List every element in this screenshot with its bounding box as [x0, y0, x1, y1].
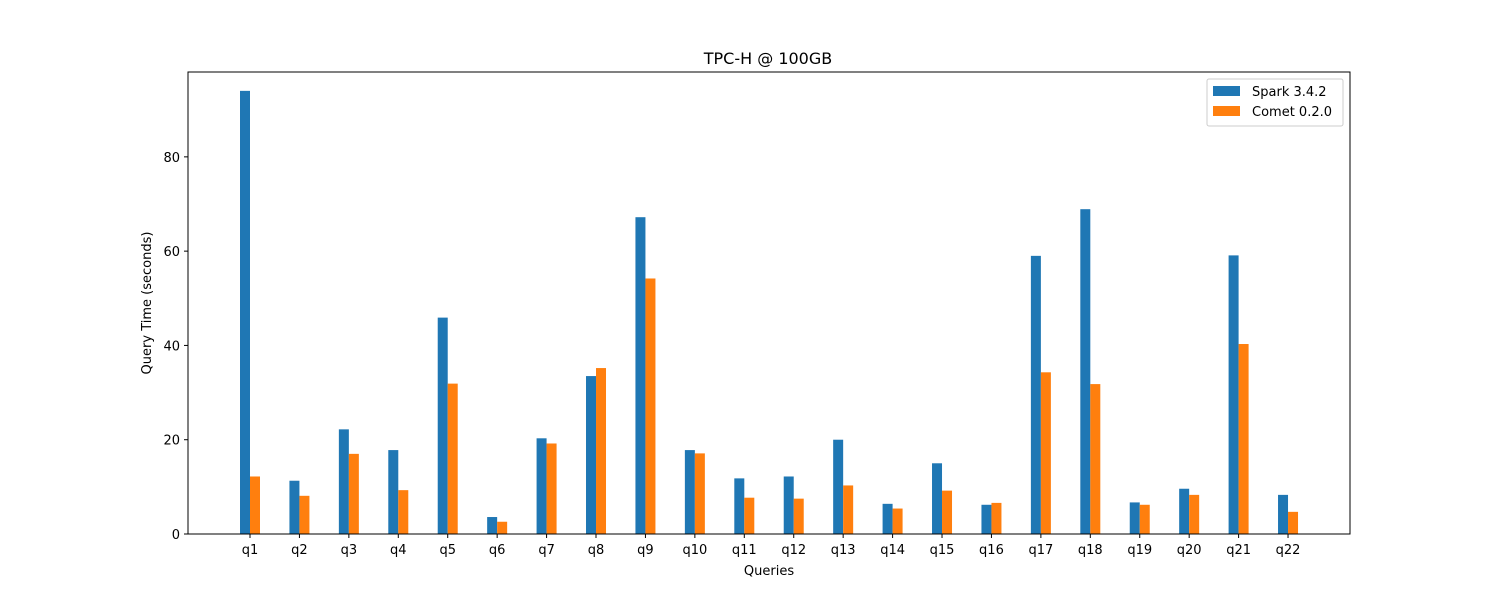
bar-spark-q20	[1179, 488, 1190, 534]
bar-comet-q15	[942, 490, 953, 534]
legend: Spark 3.4.2 Comet 0.2.0	[1206, 78, 1344, 127]
bar-spark-q22	[1278, 494, 1289, 534]
bar-spark-q18	[1080, 209, 1091, 534]
bar-comet-q6	[497, 521, 508, 534]
bar-spark-q17	[1030, 255, 1041, 534]
bar-comet-q12	[793, 498, 804, 534]
bars-group	[240, 90, 1299, 534]
x-tick-label-q15: q15	[930, 543, 955, 558]
bar-spark-q6	[487, 517, 498, 534]
x-tick-label-q10: q10	[682, 543, 707, 558]
legend-label-spark: Spark 3.4.2	[1252, 85, 1327, 100]
y-tick-label: 80	[163, 151, 180, 166]
bar-spark-q12	[783, 476, 794, 534]
bar-comet-q7	[546, 443, 557, 534]
bar-spark-q4	[388, 450, 399, 534]
bar-comet-q11	[744, 497, 755, 534]
x-tick-label-q11: q11	[732, 543, 757, 558]
y-tick-label: 0	[172, 528, 180, 543]
x-axis: q1 q2 q3 q4 q5 q6 q7 q8 q9 q10 q11 q12 q13 q14 q15 q16 q…	[242, 534, 1301, 558]
bar-comet-q1	[250, 476, 260, 534]
bar-comet-q3	[348, 453, 359, 534]
x-axis-label: Queries	[744, 564, 794, 579]
bar-spark-q19	[1129, 502, 1140, 534]
legend-box	[1206, 78, 1344, 127]
x-tick-label-q16: q16	[979, 543, 1004, 558]
x-tick-label-q1: q1	[242, 543, 259, 558]
chart-title: TPC-H @ 100GB	[703, 49, 832, 68]
y-axis: 0 20 40 60 80	[163, 151, 188, 543]
bar-spark-q16	[981, 504, 992, 534]
bar-spark-q10	[684, 450, 695, 534]
bar-comet-q17	[1040, 372, 1051, 534]
bar-comet-q10	[694, 453, 705, 534]
x-tick-label-q19: q19	[1127, 543, 1152, 558]
bar-spark-q14	[882, 503, 893, 534]
x-tick-label-q21: q21	[1226, 543, 1251, 558]
bar-spark-q8	[586, 376, 597, 534]
bar-spark-q13	[833, 439, 844, 534]
x-tick-label-q12: q12	[781, 543, 806, 558]
x-tick-label-q14: q14	[880, 543, 905, 558]
bar-spark-q3	[338, 429, 349, 534]
bar-comet-q18	[1090, 384, 1101, 534]
bar-comet-q9	[645, 278, 656, 534]
x-tick-label-q5: q5	[439, 543, 456, 558]
bar-comet-q20	[1189, 494, 1200, 534]
y-tick-label: 20	[163, 434, 180, 449]
x-tick-label-q17: q17	[1028, 543, 1053, 558]
bar-spark-q21	[1228, 255, 1239, 534]
bar-comet-q2	[299, 495, 310, 534]
x-tick-label-q2: q2	[291, 543, 308, 558]
bar-spark-q9	[635, 217, 646, 534]
bar-comet-q14	[892, 508, 903, 534]
y-tick-label: 40	[163, 339, 180, 354]
legend-swatch-spark	[1213, 86, 1240, 96]
x-tick-label-q8: q8	[588, 543, 605, 558]
legend-label-comet: Comet 0.2.0	[1252, 105, 1332, 120]
x-tick-label-q13: q13	[831, 543, 856, 558]
x-tick-label-q18: q18	[1078, 543, 1103, 558]
x-tick-label-q6: q6	[489, 543, 506, 558]
x-tick-label-q3: q3	[341, 543, 358, 558]
bar-comet-q8	[596, 368, 607, 534]
bar-comet-q21	[1238, 344, 1249, 534]
bar-spark-q5	[437, 317, 448, 534]
bar-comet-q19	[1139, 504, 1150, 534]
plot-frame	[187, 71, 1351, 535]
x-tick-label-q20: q20	[1177, 543, 1202, 558]
y-axis-label: Query Time (seconds)	[140, 232, 155, 375]
bar-comet-q4	[398, 490, 409, 534]
x-tick-label-q22: q22	[1276, 543, 1301, 558]
y-tick-label: 60	[163, 245, 180, 260]
bar-spark-q7	[536, 438, 547, 534]
x-tick-label-q4: q4	[390, 543, 407, 558]
bar-comet-q13	[843, 485, 854, 534]
bar-spark-q1	[240, 90, 250, 534]
bar-comet-q22	[1288, 511, 1299, 534]
bar-comet-q16	[991, 502, 1002, 534]
bar-comet-q5	[447, 383, 458, 534]
x-tick-label-q9: q9	[637, 543, 654, 558]
bar-spark-q2	[289, 480, 300, 534]
bar-spark-q15	[932, 463, 943, 534]
legend-swatch-comet	[1213, 106, 1240, 116]
bar-spark-q11	[734, 478, 745, 534]
x-tick-label-q7: q7	[538, 543, 555, 558]
